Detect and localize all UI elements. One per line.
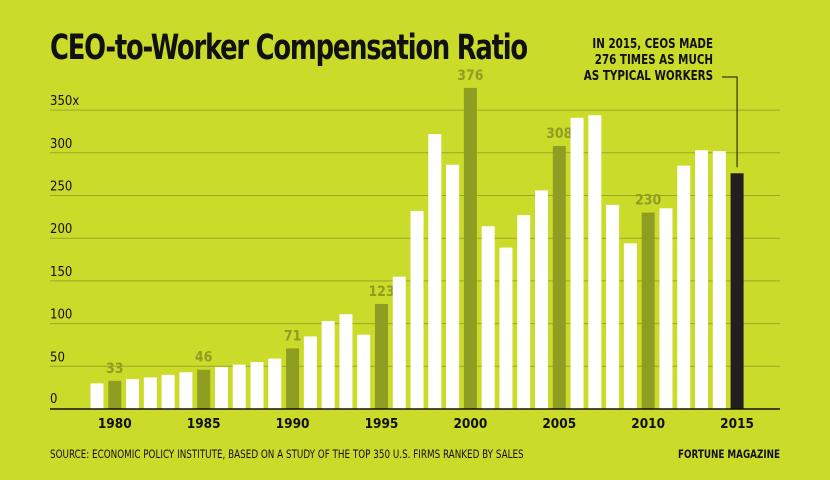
annotation-line: IN 2015, CEOS MADE — [592, 36, 713, 52]
annotation: IN 2015, CEOS MADE 276 TIMES AS MUCH AS … — [584, 36, 713, 84]
bar-1996 — [392, 276, 406, 409]
bar-2006 — [570, 117, 584, 409]
annotation-leader-line — [722, 76, 738, 168]
bar-1987 — [232, 364, 246, 409]
bar-2007 — [588, 115, 602, 409]
bar-1992 — [321, 321, 335, 409]
brand-credit: FORTUNE MAGAZINE — [678, 447, 780, 461]
bar-1980 — [108, 380, 122, 409]
x-tick-label: 2000 — [453, 416, 487, 432]
x-tick-label: 2005 — [542, 416, 576, 432]
bar-1994 — [357, 334, 371, 409]
data-label-1985: 46 — [195, 350, 213, 366]
bar-1985 — [197, 369, 211, 409]
source-note: SOURCE: ECONOMIC POLICY INSTITUTE, BASED… — [50, 447, 524, 461]
data-label-1995: 123 — [368, 284, 394, 300]
bar-1984 — [179, 372, 193, 409]
x-tick-label: 2010 — [631, 416, 665, 432]
bar-2010 — [641, 212, 655, 409]
bar-2014 — [712, 151, 726, 410]
bar-2005 — [552, 145, 566, 409]
annotation-line: AS TYPICAL WORKERS — [583, 68, 713, 84]
bar-2009 — [623, 243, 637, 409]
bar-1979 — [90, 383, 104, 409]
x-tick-label: 1990 — [276, 416, 310, 432]
bar-2004 — [535, 190, 548, 409]
bar-1995 — [374, 303, 388, 409]
bar-1990 — [286, 348, 300, 409]
y-tick-label: 250 — [50, 180, 72, 195]
bar-1998 — [428, 134, 442, 409]
x-tick-label: 1995 — [365, 416, 399, 432]
bar-2015 — [730, 173, 744, 409]
data-label-2010: 230 — [635, 193, 662, 209]
annotation-line: 276 TIMES AS MUCH — [594, 52, 713, 68]
bar-1997 — [410, 210, 424, 409]
data-label-2005: 308 — [546, 126, 572, 142]
bar-1991 — [303, 336, 317, 409]
data-label-2000: 376 — [457, 68, 484, 84]
y-tick-label: 100 — [50, 308, 72, 323]
y-tick-label: 150 — [50, 265, 72, 280]
bar-1981 — [126, 379, 140, 409]
chart-title: CEO-to-Worker Compensation Ratio — [50, 28, 528, 68]
data-label-1980: 33 — [106, 361, 124, 377]
bar-1982 — [143, 377, 157, 409]
y-tick-label: 200 — [50, 222, 72, 237]
x-tick-label: 2015 — [720, 416, 754, 432]
y-tick-label: 0 — [50, 392, 57, 407]
y-tick-label: 50 — [50, 350, 65, 365]
bar-2002 — [499, 247, 513, 409]
bar-1989 — [268, 358, 282, 409]
bar-1993 — [339, 314, 353, 409]
bar-2001 — [481, 226, 495, 409]
bar-1988 — [250, 362, 264, 409]
bar-1983 — [161, 374, 175, 409]
bar-1999 — [446, 164, 460, 409]
y-tick-label: 350x — [50, 94, 79, 109]
bar-1986 — [214, 367, 228, 409]
bar-2012 — [677, 165, 691, 409]
x-tick-label: 1985 — [187, 416, 221, 432]
bar-2013 — [695, 150, 709, 409]
y-tick-label: 300 — [50, 137, 72, 152]
bar-2011 — [659, 208, 673, 409]
bar-2000 — [463, 87, 477, 410]
data-label-1990: 71 — [284, 328, 302, 344]
x-tick-label: 1980 — [98, 416, 132, 432]
bar-2008 — [606, 204, 620, 409]
bar-2003 — [517, 215, 531, 409]
